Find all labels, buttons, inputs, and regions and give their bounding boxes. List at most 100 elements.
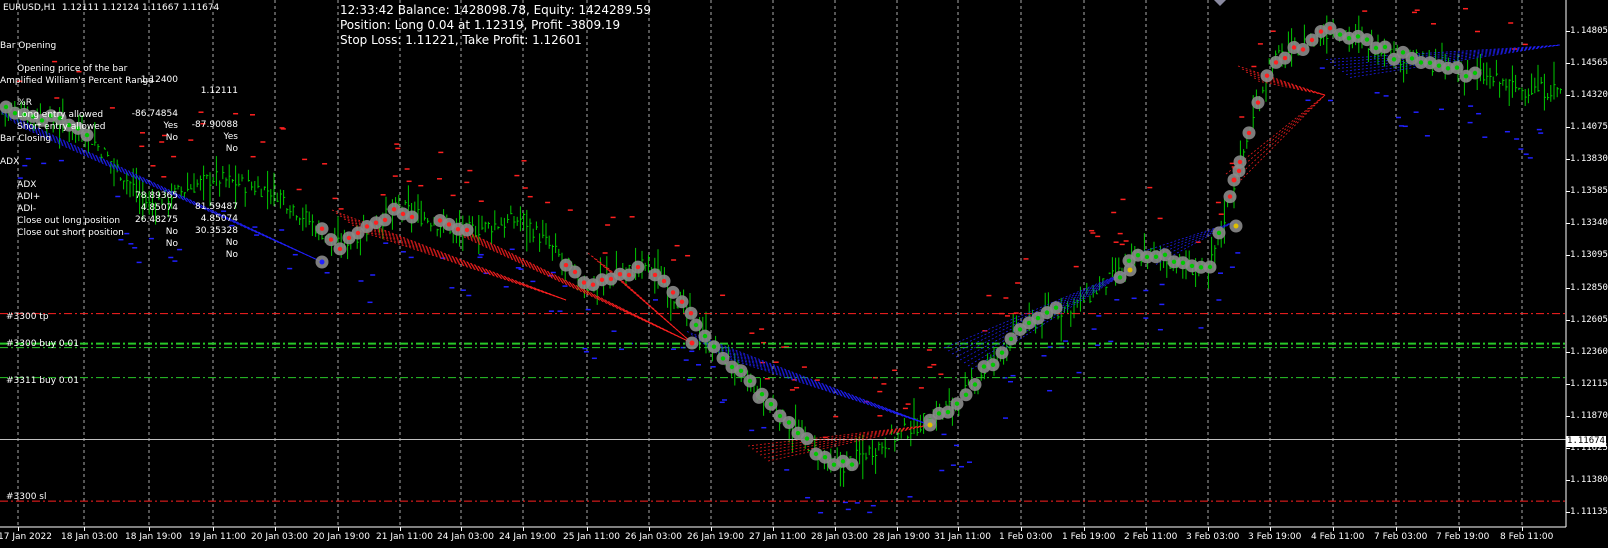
adx-label: ADX	[17, 180, 37, 190]
trade-marker-dot	[963, 392, 969, 397]
adi-plus-label: ADI+	[17, 192, 41, 202]
signal-dashes	[17, 7, 1544, 514]
trade-marker-dot	[464, 227, 470, 233]
trade-marker-dot	[840, 459, 846, 464]
wpr-row: %R -86.74854 -87.90088	[0, 87, 240, 142]
adx-title: ADX	[0, 157, 20, 167]
time-axis-label: 25 Jan 11:00	[563, 532, 620, 542]
trade-fan-line	[1257, 80, 1326, 96]
trade-marker-dot	[635, 264, 641, 270]
trade-marker-dot	[670, 290, 676, 295]
trade-fan-line	[17, 125, 323, 263]
account-balance-line: 12:33:42 Balance: 1428098.78, Equity: 14…	[340, 3, 652, 17]
sl-order-label[interactable]: #3300 sl	[6, 492, 47, 502]
tp-order-label[interactable]: #3300 tp	[6, 312, 49, 322]
trade-marker-dot	[1282, 55, 1288, 61]
trade-marker-dot	[48, 113, 54, 118]
trade-marker-dot	[804, 436, 810, 441]
chart-shift-marker-icon[interactable]	[1214, 0, 1226, 6]
short-entry-row: Short entry allowed No No	[0, 111, 240, 166]
trade-fan-line	[943, 269, 1131, 349]
trade-marker-dot	[1373, 45, 1379, 51]
time-axis-label: 21 Jan 11:00	[376, 532, 433, 542]
trade-marker-dot	[617, 272, 623, 277]
time-axis-label: 18 Jan 03:00	[61, 532, 118, 542]
trade-marker-dot	[759, 392, 765, 397]
close-short-label: Close out short position	[17, 228, 124, 238]
adi-minus-row: ADI- 26.48275 30.35328	[0, 193, 240, 248]
trade-marker-dot	[1445, 66, 1451, 71]
trade-marker-dot	[446, 222, 452, 227]
trade-fan-line	[718, 355, 931, 426]
trade-marker-dot	[831, 462, 837, 467]
trade-marker-dot	[711, 344, 717, 349]
trade-fan-line	[971, 269, 1131, 370]
trade-marker-dot	[1409, 56, 1415, 61]
trade-marker-dot	[1135, 253, 1141, 258]
trade-marker-dot	[1144, 254, 1150, 260]
price-axis-label: 1.13340	[1570, 218, 1608, 228]
trade-marker-dot	[1008, 336, 1014, 342]
trade-marker-dot	[1017, 327, 1023, 332]
trade-fan-line	[1333, 44, 1561, 66]
trade-fan-line	[1155, 221, 1235, 265]
trade-fan-line	[351, 224, 567, 301]
trade-marker-dot	[1436, 63, 1442, 68]
wpr-title: Amplified William's Percent Range	[0, 76, 154, 86]
time-axis-label: 26 Jan 03:00	[625, 532, 682, 542]
adx-value-1: 78.89365	[135, 191, 178, 201]
trade-marker-dot	[822, 455, 828, 460]
trade-fan-line	[1237, 94, 1326, 184]
trade-marker-dot	[688, 311, 694, 316]
price-axis-label: 1.11380	[1570, 475, 1608, 485]
price-axis-label: 1.14565	[1570, 58, 1608, 68]
trade-marker-dot	[346, 235, 352, 241]
trade-marker-dot	[1418, 60, 1424, 65]
trade-marker-dot	[679, 299, 685, 304]
trade-marker-dot	[1463, 74, 1469, 79]
price-axis-label: 1.13095	[1570, 250, 1608, 260]
trade-fan-line	[951, 269, 1131, 355]
trade-fan-line	[1151, 221, 1235, 262]
trade-fan-line	[759, 424, 931, 456]
adi-plus-value-1: 4.85074	[140, 203, 178, 213]
trade-marker-dot	[1207, 264, 1213, 270]
trade-marker-dot	[927, 422, 933, 428]
order-levels	[0, 313, 1566, 502]
trade-marker-dot	[999, 350, 1005, 355]
trade-marker-dot	[84, 132, 90, 138]
price-axis-label: 1.11135	[1570, 507, 1608, 517]
time-axis-label: 1 Feb 19:00	[1062, 532, 1116, 542]
time-axis-label: 8 Feb 11:00	[1500, 532, 1554, 542]
time-axis-label: 27 Jan 11:00	[749, 532, 806, 542]
trade-fan-line	[359, 230, 567, 301]
trade-marker-dot	[1053, 305, 1059, 310]
bar-closing-title: Bar Closing	[0, 134, 52, 144]
position-line: Position: Long 0.04 at 1.12319, Profit -…	[340, 18, 621, 32]
trade-marker-dot	[813, 451, 819, 457]
buy-order-label-3311[interactable]: #3311 buy 0.01	[6, 376, 79, 386]
wpr-label: %R	[17, 98, 32, 108]
price-axis-label: 1.12360	[1570, 347, 1608, 357]
buy-order-label-3300[interactable]: #3300 buy 0.01	[6, 339, 79, 349]
trade-fan-line	[1241, 68, 1326, 96]
trade-marker-dot	[1026, 320, 1032, 326]
trade-marker-dot	[738, 368, 744, 373]
trade-marker-dot	[954, 401, 960, 406]
adi-minus-label: ADI-	[17, 204, 37, 214]
trade-marker-dot	[786, 420, 792, 425]
trade-marker-dot	[599, 277, 605, 282]
trade-marker-dot	[1231, 177, 1237, 183]
trade-marker-dot	[702, 333, 708, 339]
price-axis-label: 1.11625	[1570, 443, 1608, 453]
trade-marker-dot	[693, 322, 699, 328]
trade-marker-dot	[1198, 265, 1204, 270]
trade-marker-dot	[1126, 258, 1132, 263]
trade-marker-dot	[1427, 60, 1433, 65]
trade-marker-dot	[720, 356, 726, 361]
price-axis-label: 1.12850	[1570, 283, 1608, 293]
trade-marker-dot	[39, 118, 45, 123]
trade-marker-dot	[1391, 57, 1397, 62]
